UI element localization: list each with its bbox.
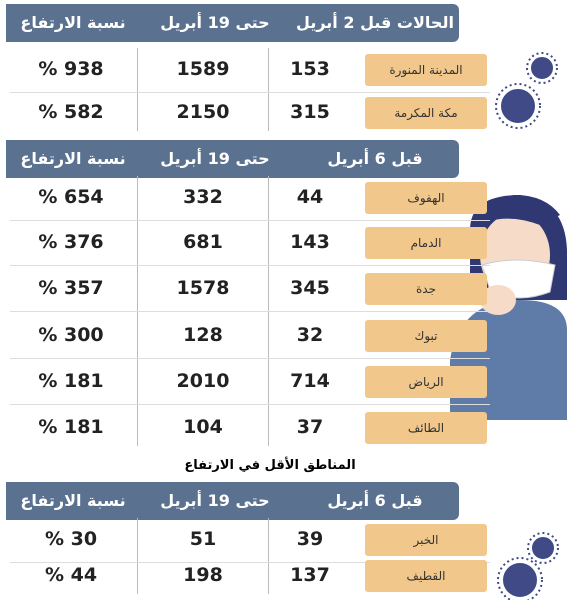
after-value: 332 — [183, 186, 223, 208]
after-value: 1589 — [176, 58, 230, 80]
row-separator — [10, 220, 490, 221]
city-label: تبوك — [365, 320, 487, 352]
city-label: القطيف — [365, 560, 487, 592]
before-value: 153 — [290, 58, 330, 80]
header-cell: قبل 6 أبريل — [327, 491, 423, 510]
city-label: الهفوف — [365, 182, 487, 214]
city-label: الدمام — [365, 227, 487, 259]
before-value: 714 — [290, 370, 330, 392]
virus-icon — [495, 52, 559, 600]
city-label: الخبر — [365, 524, 487, 556]
increase-value: % 582 — [38, 101, 104, 123]
after-value: 681 — [183, 231, 223, 253]
increase-value: % 181 — [38, 370, 104, 392]
section-subtitle: المناطق الأقل في الارتفاع — [184, 458, 356, 473]
before-value: 37 — [296, 416, 324, 438]
section-header — [6, 482, 459, 520]
increase-value: % 300 — [38, 324, 104, 346]
city-label: الرياض — [365, 366, 487, 398]
increase-value: % 938 — [38, 58, 104, 80]
header-cell: الحالات قبل 2 أبريل — [296, 13, 454, 32]
row-separator — [10, 92, 490, 93]
before-value: 32 — [296, 324, 324, 346]
after-value: 2010 — [176, 370, 230, 392]
section-header — [6, 4, 459, 42]
increase-value: % 44 — [44, 564, 98, 586]
header-cell: حتى 19 أبريل — [160, 13, 270, 32]
before-value: 137 — [290, 564, 330, 586]
row-separator — [10, 358, 490, 359]
column-divider — [268, 518, 269, 594]
row-separator — [10, 265, 490, 266]
before-value: 315 — [290, 101, 330, 123]
city-label: مكة المكرمة — [365, 97, 487, 129]
header-cell: نسبة الارتفاع — [20, 491, 126, 510]
after-value: 1578 — [176, 277, 230, 299]
section-header — [6, 140, 459, 178]
column-divider — [268, 48, 269, 131]
before-value: 44 — [296, 186, 324, 208]
column-divider — [137, 518, 138, 594]
column-divider — [137, 48, 138, 131]
after-value: 128 — [183, 324, 223, 346]
city-label: المدينة المنورة — [365, 54, 487, 86]
before-value: 345 — [290, 277, 330, 299]
row-separator — [10, 562, 490, 563]
row-separator — [10, 311, 490, 312]
city-label: الطائف — [365, 412, 487, 444]
header-cell: نسبة الارتفاع — [20, 13, 126, 32]
header-cell: حتى 19 أبريل — [160, 149, 270, 168]
after-value: 2150 — [176, 101, 230, 123]
before-value: 39 — [296, 528, 324, 550]
row-separator — [10, 404, 490, 405]
increase-value: % 357 — [38, 277, 104, 299]
increase-value: % 654 — [38, 186, 104, 208]
increase-value: % 376 — [38, 231, 104, 253]
after-value: 198 — [183, 564, 223, 586]
increase-value: % 30 — [44, 528, 98, 550]
increase-value: % 181 — [38, 416, 104, 438]
after-value: 104 — [183, 416, 223, 438]
after-value: 51 — [189, 528, 217, 550]
header-cell: نسبة الارتفاع — [20, 149, 126, 168]
header-cell: قبل 6 أبريل — [327, 149, 423, 168]
before-value: 143 — [290, 231, 330, 253]
city-label: جدة — [365, 273, 487, 305]
header-cell: حتى 19 أبريل — [160, 491, 270, 510]
